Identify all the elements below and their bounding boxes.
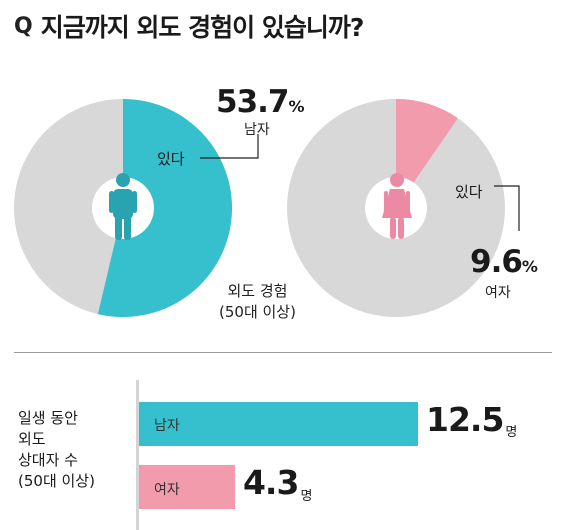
bar-male — [139, 402, 418, 446]
female-figure-icon — [382, 173, 412, 239]
title-row: Q 지금까지 외도 경험이 있습니까? — [14, 8, 365, 44]
male-percent-unit: % — [288, 97, 305, 116]
pie-charts — [14, 99, 520, 317]
male-leader-line — [200, 134, 259, 159]
female-group-label: 여자 — [485, 285, 511, 301]
male-percent: 53.7% — [216, 84, 305, 120]
female-percent-value: 9.6 — [470, 244, 523, 280]
bar-male-label: 남자 — [154, 418, 180, 434]
female-percent-unit: % — [521, 257, 538, 276]
question-icon: Q — [14, 13, 33, 39]
axis-label-line3: 상대자 수 — [18, 451, 78, 469]
bar-female-value: 4.3 — [242, 463, 299, 502]
male-pie-slice-yes — [97, 99, 232, 317]
male-group-label: 남자 — [244, 122, 270, 138]
page-title: 지금까지 외도 경험이 있습니까? — [40, 13, 365, 42]
male-figure-icon — [109, 173, 137, 240]
female-percent: 9.6% — [470, 244, 538, 280]
bar-female — [139, 465, 235, 509]
section-divider — [14, 352, 552, 353]
female-yes-label: 있다 — [455, 183, 483, 201]
pie-note-line2: (50대 이상) — [219, 303, 296, 321]
male-percent-value: 53.7 — [216, 84, 289, 120]
axis-label-line2: 외도 — [18, 430, 46, 448]
axis-label-line1: 일생 동안 — [18, 409, 78, 427]
axis-label-line4: (50대 이상) — [18, 472, 95, 490]
pie-note-line1: 외도 경험 — [227, 282, 288, 300]
male-yes-label: 있다 — [157, 150, 185, 168]
bar-female-label: 여자 — [154, 482, 180, 498]
female-pie-slice-yes — [396, 99, 458, 208]
pie-note: 외도 경험 (50대 이상) — [219, 281, 296, 323]
female-leader-line — [494, 185, 520, 231]
bar-chart-axis-label: 일생 동안 외도 상대자 수 (50대 이상) — [18, 408, 95, 492]
bar-female-unit: 명 — [300, 489, 313, 504]
bar-male-value: 12.5 — [426, 400, 504, 439]
bar-axis-line — [136, 380, 139, 530]
bar-male-unit: 명 — [505, 425, 518, 440]
